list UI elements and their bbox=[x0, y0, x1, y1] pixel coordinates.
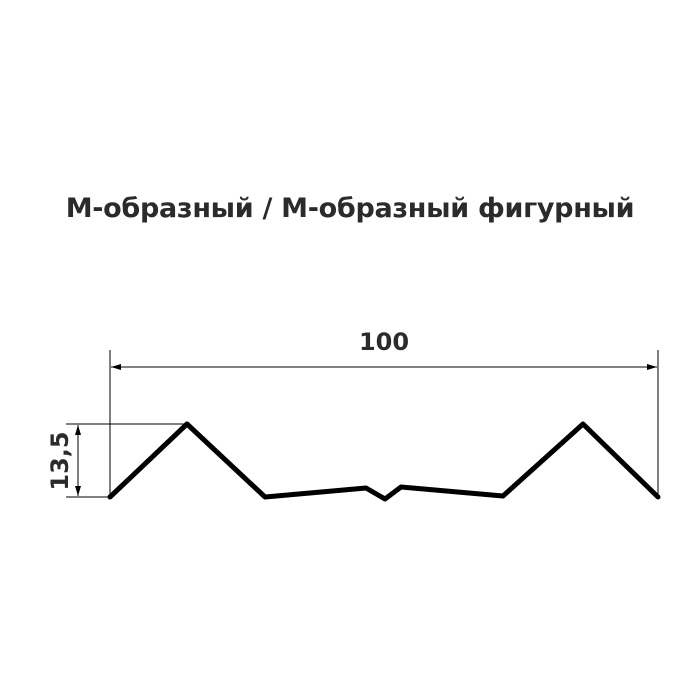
width-label: 100 bbox=[359, 328, 409, 356]
diagram-title: М-образный / М-образный фигурный bbox=[65, 193, 635, 224]
m-profile-outline bbox=[107, 421, 661, 502]
height-label: 13,5 bbox=[46, 431, 74, 490]
